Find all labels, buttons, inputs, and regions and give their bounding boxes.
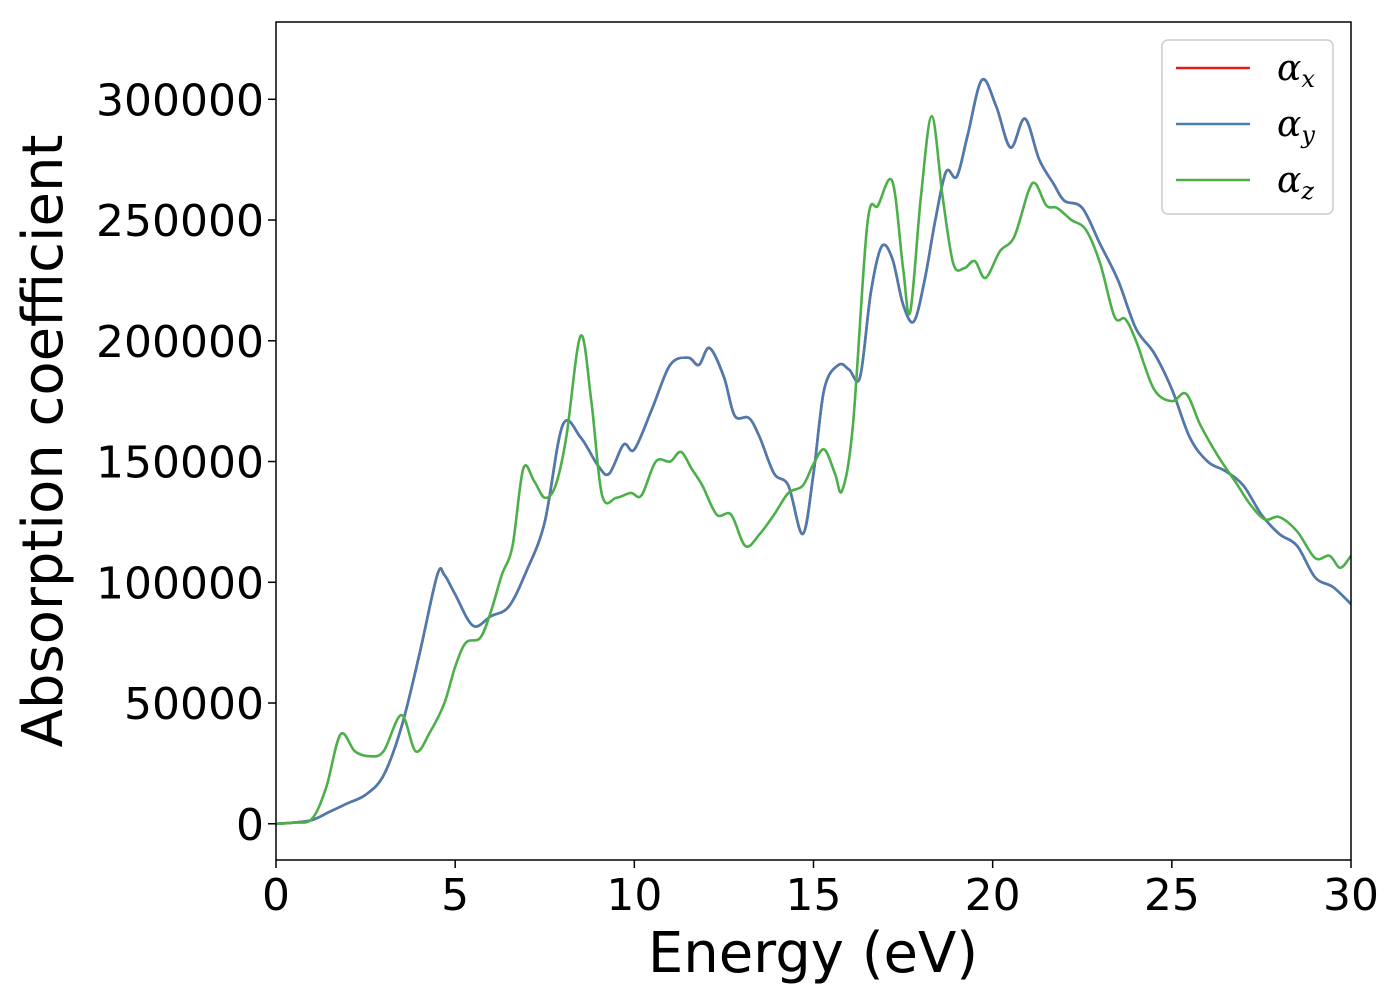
- x-tick-label: 25: [1144, 870, 1200, 921]
- x-tick-label: 20: [965, 870, 1021, 921]
- x-tick-label: 0: [262, 870, 290, 921]
- x-axis-label: Energy (eV): [648, 921, 978, 986]
- y-tick-label: 200000: [96, 317, 264, 368]
- y-tick-label: 50000: [124, 679, 264, 730]
- y-tick-label: 150000: [96, 438, 264, 489]
- y-tick-label: 300000: [96, 75, 264, 126]
- y-tick-label: 0: [236, 800, 264, 851]
- x-tick-label: 15: [786, 870, 842, 921]
- y-tick-label: 250000: [96, 196, 264, 247]
- series-line-alpha-y: [276, 77, 1351, 826]
- x-tick-label: 10: [606, 870, 662, 921]
- series-layer: [276, 77, 1351, 826]
- x-tick-label: 5: [441, 870, 469, 921]
- series-line-alpha-z: [276, 114, 1351, 826]
- y-axis-label: Absorption coefficient: [11, 135, 76, 748]
- legend-box: [1161, 39, 1334, 215]
- y-axis-ticks: 0 50000 100000 150000 200000 250000 300000: [96, 75, 276, 851]
- x-axis-ticks: 0 5 10 15 20 25 30: [262, 860, 1379, 921]
- x-tick-label: 30: [1323, 870, 1379, 921]
- y-tick-label: 100000: [96, 558, 264, 609]
